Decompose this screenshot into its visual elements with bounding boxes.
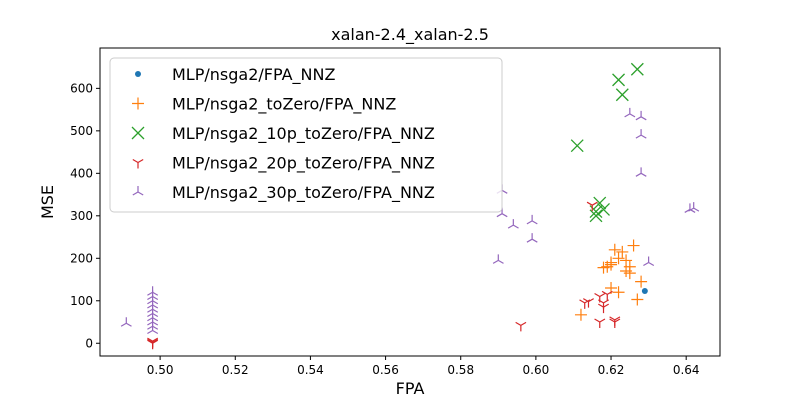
y-tick-label: 200 [70, 251, 93, 265]
legend-item: MLP/nsga2_20p_toZero/FPA_NNZ [132, 154, 435, 174]
data-point [615, 88, 629, 102]
data-point [594, 318, 606, 329]
data-point [586, 201, 598, 212]
legend-item: MLP/nsga2_30p_toZero/FPA_NNZ [132, 183, 435, 203]
data-point [492, 254, 504, 264]
data-point [643, 256, 655, 267]
y-tick-label: 300 [70, 209, 93, 223]
data-point [620, 254, 633, 267]
data-point [605, 256, 618, 269]
data-point [593, 196, 607, 210]
data-point [515, 321, 527, 332]
x-tick-label: 0.50 [147, 363, 174, 377]
data-point [526, 214, 538, 225]
legend-label: MLP/nsga2_10p_toZero/FPA_NNZ [172, 124, 435, 144]
series-3 [147, 201, 621, 350]
y-axis: 0 100 200 300 400 500 600 [70, 81, 100, 350]
data-point [616, 245, 629, 258]
legend-label: MLP/nsga2_30p_toZero/FPA_NNZ [172, 183, 435, 203]
x-tick-label: 0.60 [523, 363, 550, 377]
data-point [582, 298, 594, 308]
data-point [574, 308, 587, 321]
x-tick-label: 0.58 [447, 363, 474, 377]
legend-label: MLP/nsga2_20p_toZero/FPA_NNZ [172, 154, 435, 174]
data-point [688, 202, 700, 212]
data-point [635, 275, 648, 288]
series-4 [120, 107, 700, 335]
data-point [630, 62, 644, 76]
data-point [526, 233, 538, 243]
data-point [623, 267, 636, 280]
legend-marker [132, 97, 144, 110]
y-tick-label: 500 [70, 124, 93, 138]
legend-item: MLP/nsga2_toZero/FPA_NNZ [132, 95, 396, 115]
legend-marker [135, 71, 141, 77]
axes-frame [99, 47, 721, 357]
data-point [589, 209, 603, 223]
data-point [612, 73, 626, 87]
data-point [608, 243, 621, 256]
data-point [120, 317, 132, 327]
legend-marker [131, 126, 145, 140]
data-point [635, 129, 647, 139]
series-1 [574, 239, 648, 321]
data-point [597, 202, 610, 216]
y-tick-label: 600 [70, 81, 93, 95]
legend-box [109, 57, 503, 213]
chart-title: xalan-2.4_xalan-2.5 [331, 25, 489, 45]
data-point [594, 293, 606, 303]
data-point [635, 167, 647, 177]
legend-label: MLP/nsga2/FPA_NNZ [172, 65, 335, 85]
data-point [612, 252, 625, 265]
x-tick-label: 0.64 [673, 363, 700, 377]
y-tick-label: 400 [70, 166, 93, 180]
data-point [635, 110, 647, 121]
data-point [597, 261, 610, 274]
data-point [147, 337, 159, 348]
data-point [609, 318, 621, 329]
data-point [147, 286, 159, 296]
data-point [641, 288, 648, 295]
data-point [612, 286, 625, 299]
y-tick-label: 100 [70, 294, 93, 308]
legend: MLP/nsga2/FPA_NNZ MLP/nsga2_toZero/FPA_NN… [109, 57, 503, 213]
legend-marker [132, 186, 144, 196]
data-point [507, 219, 519, 229]
data-point [631, 293, 644, 306]
x-tick-label: 0.52 [222, 363, 249, 377]
legend-item: MLP/nsga2/FPA_NNZ [135, 65, 335, 85]
series-0 [641, 288, 648, 295]
y-tick-label: 0 [85, 336, 93, 350]
x-tick-label: 0.56 [372, 363, 399, 377]
data-point [624, 107, 636, 118]
data-point [601, 290, 613, 301]
x-tick-label: 0.54 [297, 363, 324, 377]
x-axis: 0.50 0.52 0.54 0.56 0.58 0.60 0.62 0.64 [147, 356, 700, 377]
x-axis-label: FPA [396, 379, 425, 398]
legend-label: MLP/nsga2_toZero/FPA_NNZ [172, 95, 396, 115]
data-point [570, 139, 584, 153]
legend-marker [132, 158, 144, 169]
data-point [627, 239, 640, 252]
series-2 [570, 62, 644, 223]
plot-area [120, 62, 700, 350]
x-tick-label: 0.62 [598, 363, 625, 377]
legend-item: MLP/nsga2_10p_toZero/FPA_NNZ [131, 124, 435, 144]
y-axis-label: MSE [38, 185, 57, 219]
